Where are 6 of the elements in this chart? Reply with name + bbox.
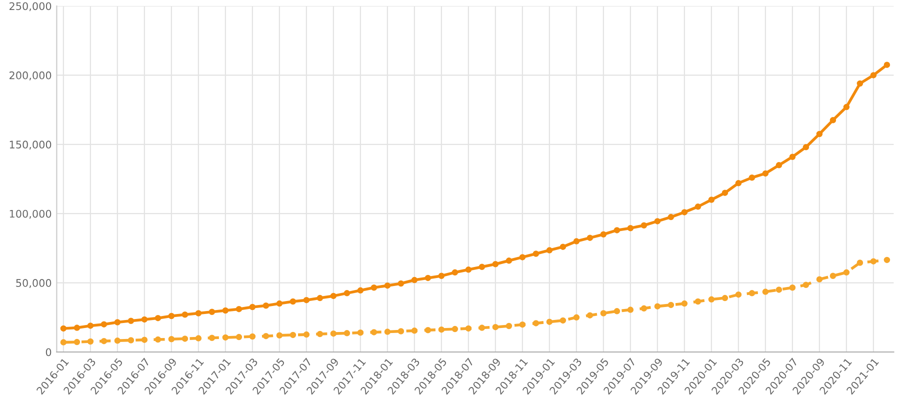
- y-tick-label: 100,000: [10, 210, 52, 219]
- y-tick-label: 200,000: [10, 71, 52, 80]
- y-tick-label: 250,000: [10, 2, 52, 12]
- y-tick-label: 150,000: [10, 140, 52, 150]
- y-tick-label: 50,000: [16, 279, 52, 288]
- y-tick-label: 0: [46, 348, 52, 356]
